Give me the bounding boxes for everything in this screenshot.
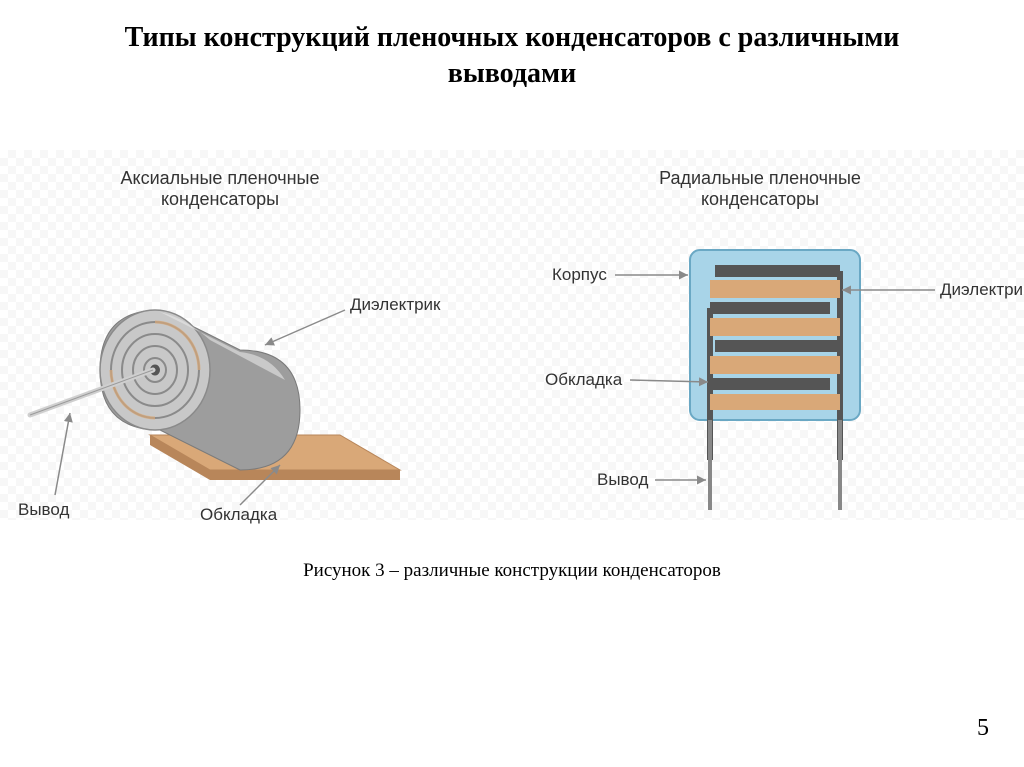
right-subtitle: Радиальные пленочные конденсаторы [640,168,880,210]
right-label-dielectric: Диэлектрик [940,280,1024,300]
left-label-plate: Обкладка [200,505,277,525]
page-title: Типы конструкций пленочных конденсаторов… [0,0,1024,103]
left-label-dielectric: Диэлектрик [350,295,441,315]
right-label-plate: Обкладка [545,370,622,390]
left-subtitle: Аксиальные пленочные конденсаторы [100,168,340,210]
right-label-case: Корпус [552,265,607,285]
diagram-band: Аксиальные пленочные конденсаторы Радиал… [0,150,1024,520]
figure-caption: Рисунок 3 – различные конструкции конден… [0,560,1024,582]
right-label-lead: Вывод [597,470,648,490]
page-number: 5 [977,715,989,742]
axial-diagram [0,210,460,510]
left-label-lead: Вывод [18,500,69,520]
